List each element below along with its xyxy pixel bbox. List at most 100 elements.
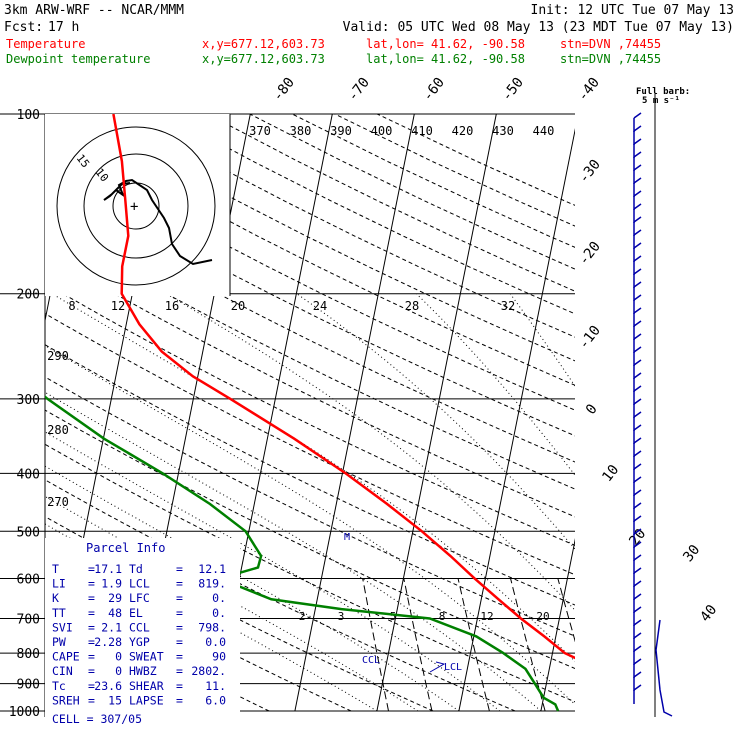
- wind-barb-flag: [633, 294, 642, 301]
- theta-label-left: 270: [47, 495, 69, 509]
- pressure-label-700: 700: [17, 613, 40, 628]
- theta-label: 430: [492, 124, 514, 138]
- temperature-station: stn=DVN ,74455: [560, 37, 661, 51]
- temperature-latlon: lat,lon= 41.62, -90.58: [366, 37, 525, 51]
- mixing-ratio-label: 3: [338, 610, 345, 623]
- wind-barb-flag: [633, 164, 642, 171]
- parcel-key-ygp: YGP: [129, 635, 150, 649]
- parcel-key-ccl: CCL: [129, 620, 150, 634]
- wind-barb-flag: [633, 372, 642, 379]
- wind-barb-flag: [633, 320, 642, 327]
- pressure-label-500: 500: [17, 525, 40, 540]
- mixing-ratio-label: 5: [390, 610, 397, 623]
- parcel-title: Parcel Info: [86, 541, 165, 555]
- wind-barb-flag: [633, 268, 642, 275]
- wind-barb-flag: [633, 528, 642, 535]
- isotherm-line: [294, 114, 415, 712]
- parcel-eq: =: [176, 562, 183, 576]
- wind-barb-flag: [633, 554, 642, 561]
- moist-adiabat: [296, 293, 575, 550]
- parcel-key-td: Td: [129, 562, 143, 576]
- sounding-series: [45, 114, 575, 712]
- wind-barb-flag: [633, 489, 642, 496]
- wind-barb-flag: [633, 177, 642, 184]
- wind-barb-flag: [633, 190, 642, 197]
- model-title: 3km ARW-WRF -- NCAR/MMM: [4, 3, 184, 18]
- init-time: Init: 12 UTC Tue 07 May 13: [531, 3, 735, 18]
- parcel-value-ccl: 798.: [198, 620, 226, 634]
- marker-lcl: LCL: [444, 662, 462, 673]
- wind-barb-flag: [633, 502, 642, 509]
- wind-barb-flag: [633, 151, 642, 158]
- parcel-key-lfc: LFC: [129, 591, 150, 605]
- parcel-eq: =: [176, 591, 183, 605]
- parcel-value-cape: 0: [115, 650, 122, 664]
- hodograph: 15 10 +: [45, 114, 231, 296]
- marker-m: M: [344, 532, 350, 543]
- wind-barb-flag: [633, 411, 642, 418]
- parcel-value-el: 0.: [212, 606, 226, 620]
- parcel-eq: =: [88, 650, 95, 664]
- valid-time: Valid: 05 UTC Wed 08 May 13 (23 MDT Tue …: [343, 20, 734, 35]
- dewpoint-legend: Dewpoint temperature: [6, 52, 151, 66]
- low-level-barbs: [655, 619, 673, 717]
- wind-speed-label: 28: [405, 299, 419, 313]
- parcel-value-td: 12.1: [198, 562, 226, 576]
- parcel-key-lapse: LAPSE: [129, 693, 164, 707]
- wind-speed-label: 8: [68, 299, 75, 313]
- parcel-value-sreh: 15: [108, 693, 122, 707]
- dewpoint-station: stn=DVN ,74455: [560, 52, 661, 66]
- dry-adiabat: [45, 196, 575, 463]
- parcel-eq: =: [88, 562, 95, 576]
- parcel-key-k: K: [52, 591, 59, 605]
- temperature-legend: Temperature: [6, 37, 85, 51]
- dry-adiabat: [45, 443, 575, 703]
- mixing-ratio-label: 20: [536, 610, 549, 623]
- theta-label: 370: [249, 124, 271, 138]
- parcel-value-cin: 0: [115, 664, 122, 678]
- dry-adiabat: [45, 409, 575, 670]
- wind-speed-label: 12: [111, 299, 125, 313]
- pressure-label-1000: 1000: [9, 705, 40, 720]
- parcel-eq: =: [88, 664, 95, 678]
- hodograph-ring-10: 10: [93, 166, 111, 184]
- parcel-key-el: EL: [129, 606, 143, 620]
- dewpoint-latlon: lat,lon= 41.62, -90.58: [366, 52, 525, 66]
- wind-barb-flag: [633, 619, 642, 626]
- series-temperature: [112, 114, 575, 660]
- isotherm-line: [540, 537, 575, 712]
- parcel-key-li: LI: [52, 577, 66, 591]
- wind-barb-flag: [633, 307, 642, 314]
- parcel-eq: =: [176, 577, 183, 591]
- parcel-value-lfc: 0.: [212, 591, 226, 605]
- pressure-label-200: 200: [17, 288, 40, 303]
- wind-barb-flag: [633, 580, 642, 587]
- wind-barb-flag: [633, 216, 642, 223]
- theta-label: 410: [411, 124, 433, 138]
- mixing-ratio-label: 12: [480, 610, 493, 623]
- theta-label: 440: [533, 124, 555, 138]
- parcel-value-lcl: 819.: [198, 577, 226, 591]
- dry-adiabat: [45, 312, 575, 576]
- wind-barb-flag: [633, 593, 642, 600]
- parcel-eq: =: [88, 679, 95, 693]
- parcel-eq: =: [88, 591, 95, 605]
- wind-barbs: [633, 94, 673, 717]
- parcel-eq: =: [88, 635, 95, 649]
- wind-barb-flag: [633, 463, 642, 470]
- theta-label-left: 290: [47, 349, 69, 363]
- dewpoint-xy: x,y=677.12,603.73: [202, 52, 325, 66]
- hodograph-center: +: [130, 199, 138, 215]
- parcel-value-tc: 23.6: [94, 679, 122, 693]
- parcel-eq: =: [88, 577, 95, 591]
- wind-barb-flag: [633, 112, 642, 119]
- hodograph-ring-15: 15: [74, 152, 92, 170]
- parcel-info-panel: Parcel Info T = 17.1 Td = 12.1LI = 1.9 LCL = 819.K…: [45, 538, 240, 726]
- wind-barb-flag: [633, 398, 642, 405]
- pressure-label-900: 900: [17, 678, 40, 693]
- parcel-eq: =: [176, 664, 183, 678]
- parcel-value-hwbz: 2802.: [191, 664, 226, 678]
- mixing-ratio-line: [457, 578, 490, 712]
- parcel-value-shear: 11.: [205, 679, 226, 693]
